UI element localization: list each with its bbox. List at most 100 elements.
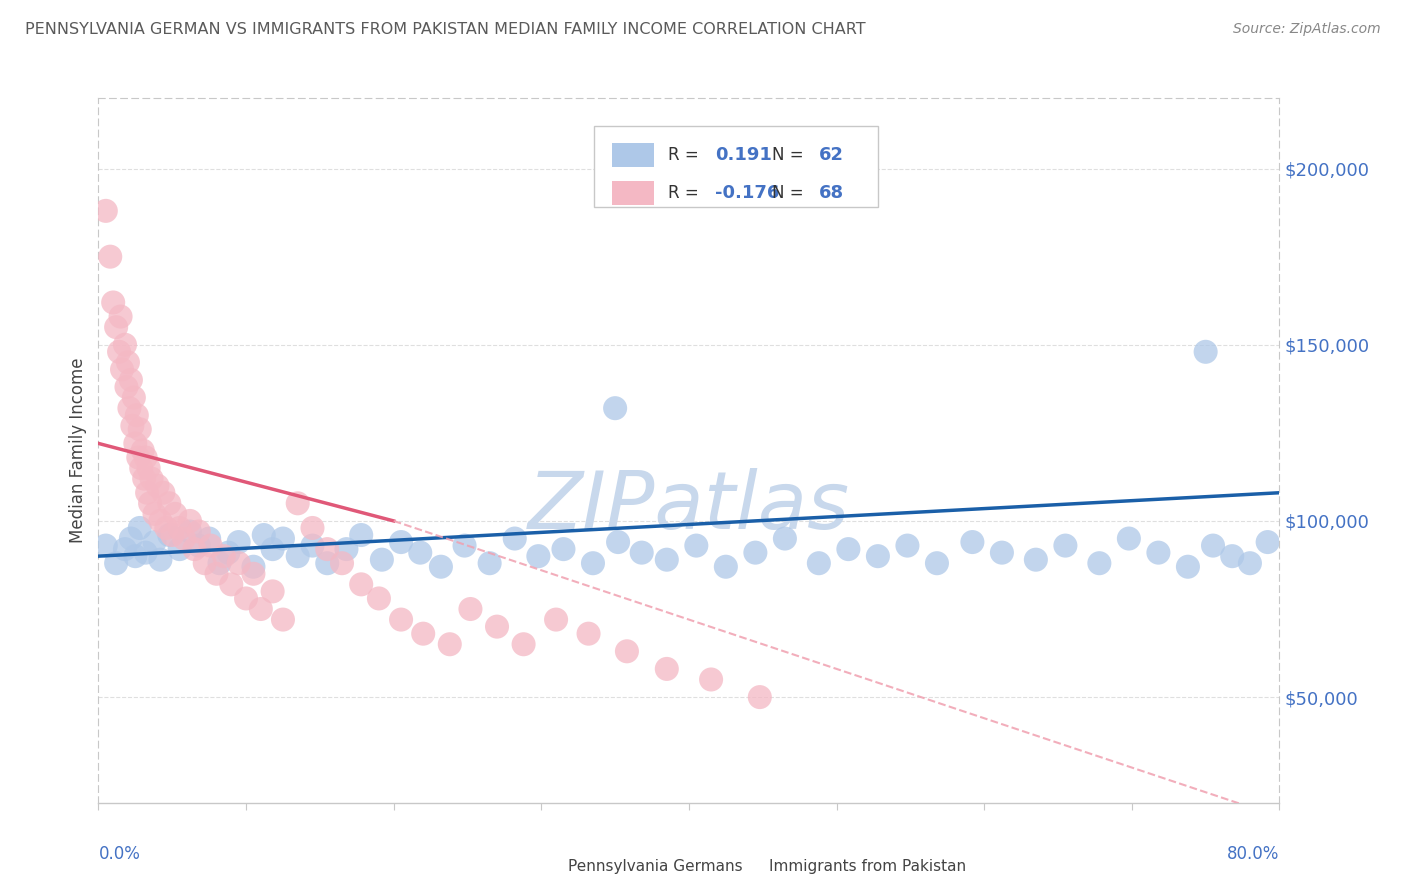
Point — [368, 591, 391, 606]
Point — [132, 443, 155, 458]
Point — [262, 584, 284, 599]
Point — [94, 539, 117, 553]
Point — [616, 644, 638, 658]
Point — [135, 450, 157, 465]
Point — [409, 546, 432, 560]
Point — [111, 362, 134, 376]
Point — [135, 546, 157, 560]
Point — [1088, 556, 1111, 570]
Point — [262, 542, 284, 557]
Point — [110, 310, 132, 324]
Point — [607, 535, 630, 549]
Point — [773, 532, 796, 546]
Text: 62: 62 — [818, 145, 844, 163]
Point — [1118, 532, 1140, 546]
Point — [228, 535, 250, 549]
Point — [152, 485, 174, 500]
Point — [991, 546, 1014, 560]
Point — [212, 549, 235, 564]
Point — [157, 528, 180, 542]
Text: Immigrants from Pakistan: Immigrants from Pakistan — [769, 859, 966, 874]
Point — [117, 355, 139, 369]
Point — [134, 472, 156, 486]
Point — [287, 549, 309, 564]
Point — [685, 539, 707, 553]
Point — [103, 295, 125, 310]
Point — [1220, 549, 1243, 564]
Point — [228, 556, 250, 570]
Point — [173, 532, 195, 546]
Point — [136, 485, 159, 500]
Point — [105, 320, 128, 334]
Text: 0.191: 0.191 — [714, 145, 772, 163]
Text: N =: N = — [772, 145, 808, 163]
Point — [460, 602, 482, 616]
Point — [605, 401, 627, 416]
Point — [128, 422, 150, 436]
Point — [217, 546, 239, 560]
Point — [1257, 535, 1279, 549]
Point — [235, 591, 257, 606]
Point — [120, 532, 142, 546]
Point — [655, 662, 678, 676]
Point — [242, 566, 264, 581]
Point — [582, 556, 605, 570]
Point — [1202, 539, 1225, 553]
Point — [1025, 552, 1047, 566]
Point — [198, 532, 221, 546]
Point — [503, 532, 526, 546]
Point — [94, 203, 117, 218]
Point — [183, 542, 205, 557]
Point — [179, 524, 201, 539]
Point — [512, 637, 534, 651]
Point — [335, 542, 357, 557]
Point — [122, 391, 145, 405]
FancyBboxPatch shape — [595, 127, 877, 207]
Text: R =: R = — [668, 145, 703, 163]
Point — [1195, 344, 1218, 359]
Point — [124, 436, 146, 450]
Point — [205, 566, 228, 581]
Point — [128, 521, 150, 535]
Point — [316, 556, 339, 570]
Point — [748, 690, 770, 705]
Point — [139, 496, 162, 510]
Point — [714, 559, 737, 574]
Point — [162, 528, 183, 542]
Point — [146, 478, 169, 492]
Point — [115, 380, 138, 394]
FancyBboxPatch shape — [523, 855, 560, 877]
Point — [330, 556, 353, 570]
Point — [287, 496, 309, 510]
FancyBboxPatch shape — [612, 143, 654, 167]
Point — [350, 528, 373, 542]
Point — [124, 549, 146, 564]
Text: -0.176: -0.176 — [714, 184, 779, 202]
Point — [157, 496, 180, 510]
Point — [271, 532, 294, 546]
Text: Source: ZipAtlas.com: Source: ZipAtlas.com — [1233, 22, 1381, 37]
Point — [208, 556, 231, 570]
Point — [149, 514, 172, 528]
Point — [439, 637, 461, 651]
Text: PENNSYLVANIA GERMAN VS IMMIGRANTS FROM PAKISTAN MEDIAN FAMILY INCOME CORRELATION: PENNSYLVANIA GERMAN VS IMMIGRANTS FROM P… — [25, 22, 866, 37]
Point — [141, 472, 163, 486]
Point — [169, 542, 191, 557]
Point — [120, 373, 142, 387]
Point — [108, 344, 131, 359]
Point — [129, 461, 152, 475]
Point — [98, 250, 121, 264]
Text: 80.0%: 80.0% — [1227, 845, 1279, 863]
Point — [389, 613, 412, 627]
Point — [389, 535, 412, 549]
Point — [165, 507, 187, 521]
Point — [807, 556, 830, 570]
Point — [242, 559, 264, 574]
Point — [125, 408, 148, 422]
Point — [553, 542, 575, 557]
Point — [527, 549, 550, 564]
Point — [194, 556, 217, 570]
Point — [837, 542, 859, 557]
Point — [1177, 559, 1199, 574]
Point — [546, 613, 568, 627]
